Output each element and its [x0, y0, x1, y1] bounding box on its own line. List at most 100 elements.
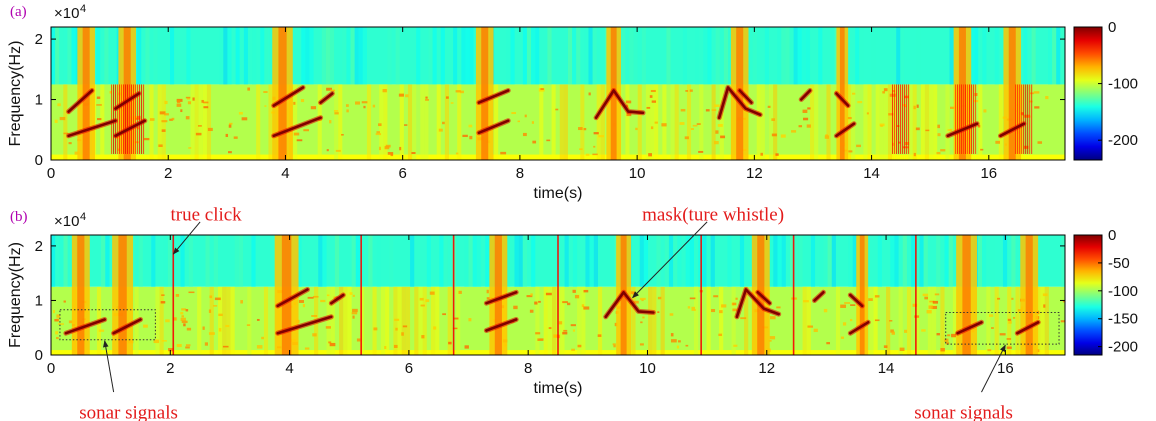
burst-line — [902, 84, 904, 154]
texture-stripe-lower — [339, 286, 344, 355]
whistle-trace — [594, 89, 645, 119]
noise-speck — [931, 305, 938, 310]
noise-speck — [176, 344, 182, 348]
texture-stripe-upper — [514, 235, 519, 287]
noise-speck — [1034, 106, 1040, 109]
texture-stripe-lower — [835, 286, 841, 355]
texture-stripe-upper — [522, 27, 527, 85]
texture-stripe-lower — [625, 84, 630, 160]
x-tick-label: 2 — [164, 165, 172, 182]
texture-stripe-lower — [268, 84, 273, 160]
noise-speck — [980, 148, 984, 151]
x-tick-label: 8 — [524, 360, 532, 377]
texture-stripe-upper — [923, 235, 928, 287]
whistle-trace — [835, 122, 856, 138]
noise-speck — [1062, 300, 1065, 303]
noise-speck — [545, 292, 552, 296]
texture-stripe-lower — [915, 286, 920, 355]
noise-speck — [312, 295, 319, 298]
noise-speck — [511, 112, 517, 115]
noise-speck — [856, 144, 862, 148]
texture-stripe-upper — [238, 235, 244, 287]
whistle-trace — [477, 89, 510, 104]
texture-stripe-upper — [677, 235, 682, 287]
noise-speck — [898, 141, 901, 144]
click-column-core — [839, 27, 845, 160]
texture-stripe-lower — [978, 84, 983, 160]
noise-speck — [719, 310, 723, 314]
noise-speck — [448, 341, 452, 345]
texture-stripe-upper — [911, 235, 916, 287]
texture-stripe-lower — [383, 84, 388, 160]
texture-stripe-upper — [251, 235, 256, 287]
texture-stripe-lower — [773, 84, 778, 160]
noise-speck — [326, 87, 332, 91]
noise-speck — [341, 133, 344, 136]
noise-speck — [680, 108, 686, 112]
annotation-label: true click — [170, 204, 242, 225]
texture-stripe-lower — [399, 84, 404, 160]
noise-speck — [640, 321, 643, 324]
texture-stripe-upper — [831, 235, 836, 287]
texture-stripe-lower — [159, 286, 164, 355]
noise-speck — [840, 304, 847, 308]
x-tick-label: 12 — [758, 360, 775, 377]
texture-stripe-upper — [55, 27, 60, 85]
texture-stripe-upper — [936, 235, 941, 287]
noise-speck — [352, 315, 355, 319]
noise-speck — [450, 102, 454, 104]
texture-stripe-upper — [227, 27, 232, 85]
texture-stripe-upper — [777, 27, 782, 85]
noise-speck — [298, 300, 304, 303]
noise-speck — [420, 304, 425, 307]
noise-speck — [438, 128, 443, 132]
texture-stripe-upper — [461, 27, 466, 85]
texture-stripe-upper — [145, 27, 150, 85]
panel-label: (b) — [10, 209, 28, 225]
texture-stripe-upper — [797, 27, 802, 85]
noise-speck — [614, 322, 618, 327]
noise-speck — [333, 110, 339, 112]
whistle-trace — [848, 320, 870, 335]
noise-speck — [546, 139, 551, 142]
noise-speck — [96, 96, 101, 99]
noise-speck — [144, 137, 150, 141]
annotation-arrow — [632, 221, 708, 299]
annotation-arrow — [172, 221, 201, 255]
texture-stripe-upper — [990, 235, 995, 287]
noise-speck — [98, 329, 105, 332]
texture-stripe-lower — [699, 84, 704, 160]
noise-speck — [329, 342, 336, 347]
noise-speck — [578, 127, 583, 131]
noise-speck — [1028, 100, 1033, 103]
noise-speck — [225, 133, 229, 138]
burst-line — [133, 84, 135, 154]
texture-stripe-upper — [689, 235, 694, 287]
texture-stripe-upper — [593, 235, 598, 287]
texture-stripe-upper — [234, 235, 239, 287]
texture-stripe-upper — [410, 235, 415, 287]
texture-stripe-lower — [924, 84, 930, 160]
texture-stripe-lower — [405, 286, 411, 355]
noise-speck — [1033, 91, 1040, 94]
texture-stripe-lower — [551, 84, 556, 160]
texture-stripe-upper — [572, 235, 578, 287]
noise-speck — [59, 116, 66, 121]
noise-speck — [442, 121, 445, 125]
noise-speck — [883, 88, 888, 92]
burst-line — [1015, 84, 1017, 154]
noise-speck — [52, 310, 56, 314]
noise-speck — [225, 324, 230, 328]
noise-speck — [54, 119, 58, 123]
noise-speck — [513, 305, 518, 310]
noise-speck — [452, 327, 458, 330]
texture-stripe-upper — [1048, 27, 1053, 85]
noise-speck — [713, 295, 719, 298]
texture-stripe-upper — [752, 27, 757, 85]
click-column-core — [494, 235, 502, 355]
texture-stripe-upper — [798, 235, 803, 287]
noise-speck — [326, 294, 330, 297]
noise-speck — [717, 123, 723, 127]
burst-line — [111, 84, 113, 154]
noise-speck — [806, 124, 811, 128]
